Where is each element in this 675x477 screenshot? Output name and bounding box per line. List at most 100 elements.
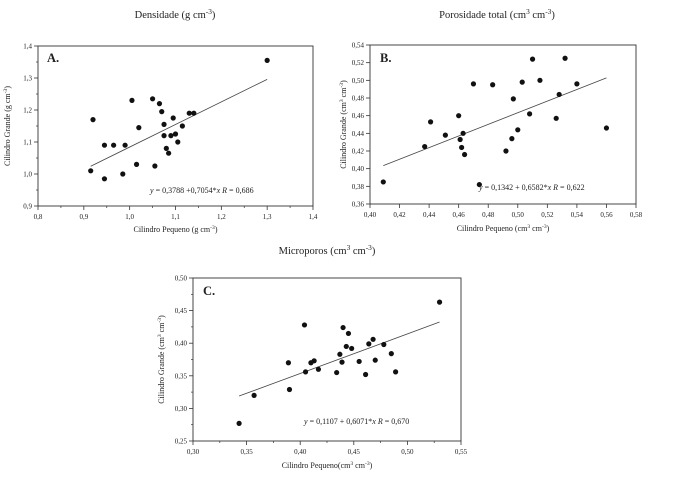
y-tick-label: 1,4 xyxy=(23,43,32,51)
y-tick-label: 0,48 xyxy=(352,95,365,103)
data-point xyxy=(380,179,386,185)
regression-equation: y = 0,1342 + 0,6582*x R = 0,622 xyxy=(478,183,585,192)
x-axis-label: Cilindro Pequeno (g cm-3) xyxy=(133,225,217,234)
data-point xyxy=(129,97,135,103)
chart-title: Microporos (cm3 cm-3) xyxy=(279,243,376,258)
data-point xyxy=(509,136,515,142)
y-tick-label: 0,9 xyxy=(23,203,32,211)
data-point xyxy=(315,366,322,372)
data-point xyxy=(172,131,179,137)
y-tick-label: 0,50 xyxy=(352,77,365,85)
panel-label: B. xyxy=(380,51,391,65)
data-point xyxy=(537,77,543,83)
plot-frame xyxy=(369,44,637,205)
x-tick-label: 0,48 xyxy=(482,211,495,219)
x-tick-label: 0,58 xyxy=(630,211,643,219)
data-point xyxy=(556,91,562,98)
data-point xyxy=(470,81,477,87)
data-point xyxy=(111,142,117,148)
data-point xyxy=(393,369,399,375)
data-point xyxy=(388,351,394,357)
data-point xyxy=(166,150,172,156)
x-tick-label: 0,54 xyxy=(571,211,584,219)
data-point xyxy=(88,168,94,174)
data-point xyxy=(161,121,167,127)
data-point xyxy=(362,371,369,378)
regression-line xyxy=(383,77,607,167)
y-tick-label: 0,46 xyxy=(352,112,365,120)
panel-label: A. xyxy=(47,51,59,65)
data-point xyxy=(381,341,387,348)
data-point xyxy=(427,119,434,125)
regression-equation: y = 0,1107 + 0,6071*x R = 0,670 xyxy=(303,417,409,426)
data-point xyxy=(345,330,352,337)
y-tick-label: 0,45 xyxy=(175,307,188,315)
data-point xyxy=(349,345,355,352)
x-tick-label: 0,44 xyxy=(423,211,436,219)
data-point xyxy=(515,127,521,133)
data-point xyxy=(490,82,496,88)
data-point xyxy=(120,171,126,177)
x-tick-label: 0,40 xyxy=(364,211,377,219)
data-point xyxy=(191,110,197,116)
data-point xyxy=(301,322,308,328)
data-point xyxy=(90,117,96,123)
data-point xyxy=(186,110,192,116)
data-point xyxy=(236,420,242,426)
x-tick-label: 0,35 xyxy=(240,448,253,456)
plot-frame xyxy=(37,45,314,207)
panel-label: C. xyxy=(203,284,215,298)
regression-line xyxy=(90,78,268,167)
data-point xyxy=(286,386,293,393)
y-tick-label: 0,54 xyxy=(352,42,365,50)
data-point xyxy=(122,142,128,148)
data-point xyxy=(101,142,108,148)
data-point xyxy=(334,369,340,376)
y-tick-label: 0,35 xyxy=(175,372,188,380)
y-tick-label: 0,40 xyxy=(175,340,188,348)
data-point xyxy=(251,392,257,398)
data-point xyxy=(372,357,378,363)
y-tick-label: 0,42 xyxy=(352,148,365,156)
x-tick-label: 1,3 xyxy=(263,213,272,221)
chart-panel-1: 0,8 0,9 1,0 1,1 1,2 1,3 1,40,91,01,11,21,31,4A… xyxy=(3,7,318,235)
data-point xyxy=(337,351,343,357)
y-tick-label: 1,3 xyxy=(23,75,32,83)
data-point xyxy=(457,136,463,143)
x-tick-label: 0,50 xyxy=(512,211,525,219)
data-point xyxy=(519,79,525,85)
data-point xyxy=(460,130,466,136)
data-point xyxy=(161,133,167,139)
data-point xyxy=(461,151,468,158)
data-point xyxy=(527,111,533,117)
y-tick-label: 0,38 xyxy=(352,183,365,191)
x-tick-label: 0,56 xyxy=(600,211,613,219)
data-point xyxy=(168,133,174,139)
y-tick-label: 1,0 xyxy=(23,171,32,179)
data-point xyxy=(133,161,140,167)
data-point xyxy=(159,109,165,115)
x-tick-label: 1,2 xyxy=(217,213,226,221)
data-point xyxy=(179,123,185,129)
x-tick-label: 0,8 xyxy=(34,213,43,221)
chart-panel-3: 0,30 0,35 0,40 0,45 0,50 0,55 0,25 0,30 0,35 0,40… xyxy=(157,243,468,471)
data-point xyxy=(156,101,163,107)
data-point xyxy=(302,369,309,375)
y-tick-label: 1,1 xyxy=(23,139,32,147)
x-tick-label: 0,50 xyxy=(401,448,414,456)
x-tick-label: 0,42 xyxy=(393,211,406,219)
x-tick-label: 0,55 xyxy=(455,448,468,456)
y-tick-label: 0,25 xyxy=(175,438,188,446)
data-point xyxy=(459,144,465,151)
x-axis-label: Cilindro Pequeno (cm3 cm-3) xyxy=(457,224,550,233)
y-tick-label: 0,40 xyxy=(352,165,365,173)
data-point xyxy=(456,113,462,119)
x-tick-label: 0,40 xyxy=(294,448,307,456)
data-point xyxy=(339,359,345,365)
data-point xyxy=(366,341,372,347)
data-point xyxy=(285,360,292,366)
data-point xyxy=(152,163,158,169)
y-axis-label: Cilindro Grande (cm3 cm-3) xyxy=(339,80,348,169)
data-point xyxy=(603,125,610,131)
